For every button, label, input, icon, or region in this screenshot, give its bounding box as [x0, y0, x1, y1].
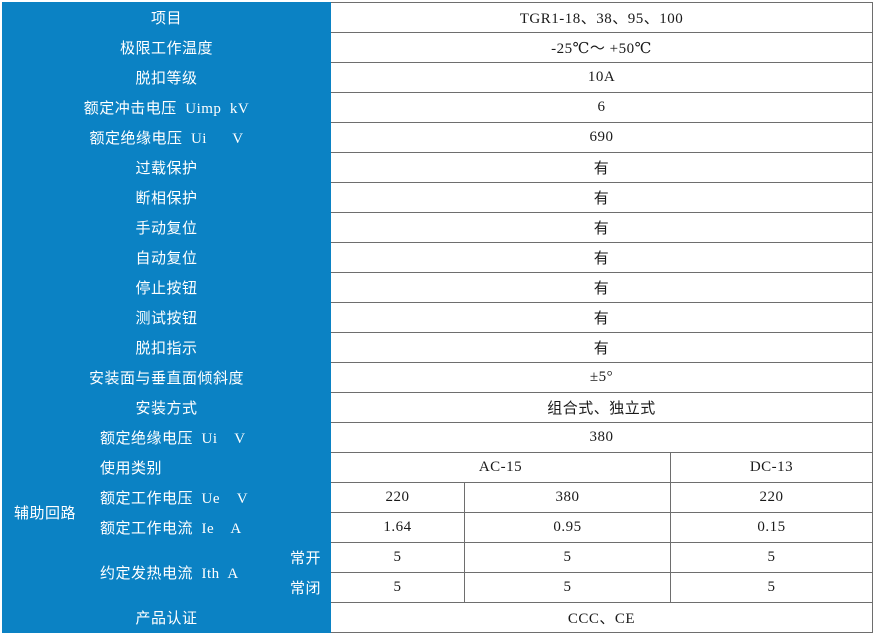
row-value: 有 — [329, 272, 874, 303]
row-value-col3: 220 — [669, 482, 874, 513]
row-value: 10A — [329, 62, 874, 93]
row-label: 断相保护 — [2, 182, 331, 213]
row-label-normally-open: 常开 — [277, 542, 331, 573]
row-label: 过载保护 — [2, 152, 331, 183]
table-row-thermal-current-no: 约定发热电流 Ith A 常开 5 5 5 — [3, 542, 874, 603]
row-value-col3: 5 — [669, 542, 874, 573]
row-value: 有 — [329, 332, 874, 363]
row-value: 6 — [329, 92, 874, 123]
table-row-test-button: 测试按钮 有 — [2, 302, 874, 333]
row-value: CCC、CE — [329, 602, 874, 633]
row-label-normally-closed: 常闭 — [277, 572, 331, 603]
row-value-dc: DC-13 — [669, 452, 874, 483]
table-row-aux-operational-voltage: 额定工作电压 Ue V 220 380 220 — [3, 482, 874, 513]
table-row-temperature: 极限工作温度 -25℃～ +50℃ — [2, 32, 874, 63]
row-value-col1: 5 — [330, 572, 465, 603]
row-value-ac: AC-15 — [330, 452, 671, 483]
row-label: 脱扣等级 — [2, 62, 331, 93]
table-row-stop-button: 停止按钮 有 — [2, 272, 874, 303]
row-label: 额定工作电压 Ue V — [87, 482, 331, 513]
table-row-mounting-type: 安装方式 组合式、独立式 — [2, 392, 874, 423]
row-value-col2: 0.95 — [464, 512, 671, 543]
row-value: 有 — [329, 302, 874, 333]
row-value: -25℃～ +50℃ — [329, 32, 874, 63]
row-value-col1: 5 — [330, 542, 465, 573]
row-value: 690 — [329, 122, 874, 153]
row-label: 产品认证 — [2, 602, 331, 633]
row-label: 安装面与垂直面倾斜度 — [2, 362, 331, 393]
row-value: 有 — [329, 212, 874, 243]
row-value: ±5° — [329, 362, 874, 393]
table-row-aux-operational-current: 额定工作电流 Ie A 1.64 0.95 0.15 — [3, 512, 874, 543]
table-row-aux-insulation-voltage: 辅助回路 额定绝缘电压 Ui V 380 — [2, 422, 874, 603]
row-value-col3: 0.15 — [669, 512, 874, 543]
row-label-item: 项目 — [2, 2, 331, 33]
row-value-col2: 5 — [464, 572, 671, 603]
row-label: 额定绝缘电压 Ui V — [2, 122, 331, 153]
table-row-header: 项目 TGR1-18、38、95、100 — [2, 2, 874, 33]
row-label-thermal-current: 约定发热电流 Ith A — [87, 542, 278, 603]
row-label: 使用类别 — [87, 452, 331, 483]
row-label: 额定冲击电压 Uimp kV — [2, 92, 331, 123]
row-label: 额定绝缘电压 Ui V — [87, 422, 331, 453]
table-row-insulation-voltage: 额定绝缘电压 Ui V 690 — [2, 122, 874, 153]
row-value-col2: 380 — [464, 482, 671, 513]
row-label: 极限工作温度 — [2, 32, 331, 63]
row-value: 组合式、独立式 — [329, 392, 874, 423]
table-row-trip-class: 脱扣等级 10A — [2, 62, 874, 93]
row-value: 380 — [329, 422, 874, 453]
table-row-mounting-tilt: 安装面与垂直面倾斜度 ±5° — [2, 362, 874, 393]
row-value-item: TGR1-18、38、95、100 — [329, 2, 874, 33]
row-label: 停止按钮 — [2, 272, 331, 303]
row-value: 有 — [329, 152, 874, 183]
table-row-auto-reset: 自动复位 有 — [2, 242, 874, 273]
row-label: 自动复位 — [2, 242, 331, 273]
table-row-trip-indication: 脱扣指示 有 — [2, 332, 874, 363]
table-row-thermal-current-nc: 常闭 5 5 5 — [3, 572, 874, 603]
row-label: 测试按钮 — [2, 302, 331, 333]
table-row-overload-protection: 过载保护 有 — [2, 152, 874, 183]
table-row-aux-utilization-category: 使用类别 AC-15 DC-13 — [3, 452, 874, 483]
table-row-manual-reset: 手动复位 有 — [2, 212, 874, 243]
row-label: 脱扣指示 — [2, 332, 331, 363]
row-value-col3: 5 — [669, 572, 874, 603]
row-value: 有 — [329, 182, 874, 213]
row-value-col1: 1.64 — [330, 512, 465, 543]
row-value-col1: 220 — [330, 482, 465, 513]
row-value: 有 — [329, 242, 874, 273]
row-label: 手动复位 — [2, 212, 331, 243]
table-row-certification: 产品认证 CCC、CE — [2, 602, 874, 633]
row-label: 额定工作电流 Ie A — [87, 512, 331, 543]
row-label: 安装方式 — [2, 392, 331, 423]
row-value-col2: 5 — [464, 542, 671, 573]
aux-group-label: 辅助回路 — [2, 422, 88, 603]
table-row-impulse-voltage: 额定冲击电压 Uimp kV 6 — [2, 92, 874, 123]
table-row-phase-loss-protection: 断相保护 有 — [2, 182, 874, 213]
